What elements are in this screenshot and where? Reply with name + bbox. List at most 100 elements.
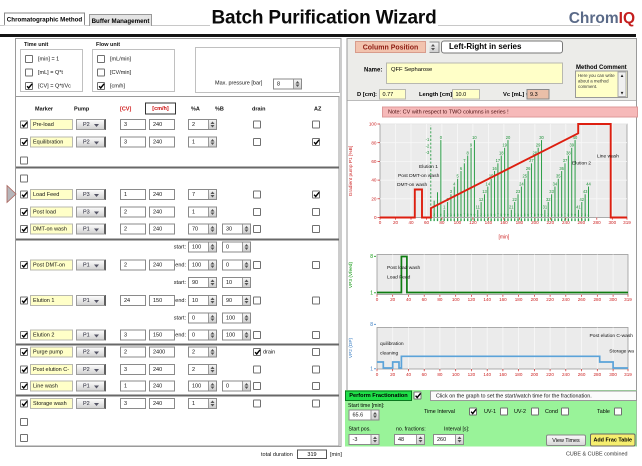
svg-text:3: 3 (584, 213, 586, 217)
svg-text:40: 40 (406, 372, 412, 377)
svg-text:27: 27 (529, 158, 534, 163)
svg-text:1: 1 (477, 213, 479, 217)
svg-text:22: 22 (512, 197, 517, 202)
svg-text:19: 19 (502, 143, 507, 148)
svg-text:160: 160 (499, 297, 507, 302)
svg-text:Elution 2: Elution 2 (572, 161, 591, 167)
svg-text:100: 100 (452, 372, 460, 377)
svg-text:180: 180 (516, 220, 524, 225)
svg-text:240: 240 (562, 297, 570, 302)
svg-text:1: 1 (443, 205, 446, 210)
svg-text:100: 100 (454, 220, 462, 225)
svg-text:16: 16 (492, 166, 497, 171)
svg-text:40: 40 (371, 178, 377, 183)
svg-text:200: 200 (531, 372, 539, 377)
svg-text:8: 8 (370, 322, 373, 328)
svg-text:20: 20 (390, 297, 396, 302)
svg-text:9: 9 (470, 213, 472, 217)
svg-text:6: 6 (561, 213, 563, 217)
svg-text:9: 9 (537, 213, 539, 217)
svg-text:140: 140 (483, 372, 491, 377)
svg-text:10: 10 (472, 135, 477, 140)
svg-text:-2: -2 (426, 144, 430, 149)
svg-text:1: 1 (443, 213, 445, 217)
svg-text:0: 0 (376, 372, 379, 377)
svg-text:7: 7 (463, 213, 465, 217)
svg-text:1: 1 (544, 213, 546, 217)
svg-text:1: 1 (437, 213, 439, 217)
svg-text:38: 38 (566, 150, 571, 155)
svg-text:200: 200 (531, 220, 539, 225)
svg-text:8: 8 (534, 213, 536, 217)
svg-text:Storage wa: Storage wa (609, 349, 634, 355)
svg-text:40: 40 (406, 297, 412, 302)
svg-text:VP2 (DP): VP2 (DP) (348, 337, 354, 358)
svg-text:15: 15 (489, 174, 494, 179)
svg-text:60: 60 (422, 297, 428, 302)
svg-text:1: 1 (510, 213, 512, 217)
svg-text:-1: -1 (426, 137, 430, 142)
svg-text:39: 39 (569, 143, 574, 148)
svg-text:319: 319 (624, 372, 632, 377)
svg-text:34: 34 (553, 181, 558, 186)
svg-text:300: 300 (609, 297, 617, 302)
svg-text:26: 26 (526, 166, 531, 171)
svg-text:44: 44 (586, 181, 591, 186)
svg-text:8: 8 (500, 213, 502, 217)
svg-text:260: 260 (577, 220, 585, 225)
svg-text:300: 300 (608, 220, 616, 225)
svg-text:2: 2 (447, 213, 449, 217)
svg-text:160: 160 (499, 372, 507, 377)
svg-text:4: 4 (453, 213, 455, 217)
svg-text:8: 8 (567, 213, 569, 217)
svg-text:280: 280 (593, 372, 601, 377)
svg-text:Post load wash: Post load wash (387, 265, 420, 271)
svg-text:Post DMT-on wash: Post DMT-on wash (398, 173, 440, 179)
svg-text:4: 4 (487, 213, 489, 217)
svg-text:4: 4 (554, 213, 556, 217)
svg-text:35: 35 (556, 174, 561, 179)
svg-text:120: 120 (468, 372, 476, 377)
svg-text:[min]: [min] (498, 235, 509, 241)
svg-text:0: 0 (574, 213, 576, 217)
svg-text:4: 4 (453, 181, 456, 186)
svg-text:2: 2 (581, 213, 583, 217)
svg-text:Post elution C-wash: Post elution C-wash (590, 333, 634, 339)
svg-text:24: 24 (519, 181, 524, 186)
svg-text:180: 180 (515, 297, 523, 302)
svg-text:0: 0 (374, 215, 377, 220)
svg-text:18: 18 (499, 150, 504, 155)
svg-text:6: 6 (460, 213, 462, 217)
svg-text:8: 8 (467, 213, 469, 217)
svg-text:260: 260 (578, 372, 586, 377)
svg-text:240: 240 (562, 220, 570, 225)
svg-text:cleaning: cleaning (380, 351, 398, 357)
svg-text:220: 220 (546, 220, 554, 225)
svg-text:80: 80 (371, 140, 377, 145)
svg-text:14: 14 (486, 181, 491, 186)
svg-text:300: 300 (609, 372, 617, 377)
svg-text:6: 6 (527, 213, 529, 217)
svg-text:6: 6 (460, 166, 463, 171)
svg-text:120: 120 (469, 220, 477, 225)
svg-text:31: 31 (543, 205, 548, 210)
svg-text:32: 32 (546, 197, 551, 202)
svg-text:13: 13 (482, 189, 487, 194)
svg-text:80: 80 (437, 372, 443, 377)
svg-text:20: 20 (506, 135, 511, 140)
svg-text:80: 80 (439, 220, 445, 225)
svg-text:37: 37 (563, 158, 568, 163)
svg-text:319: 319 (624, 297, 632, 302)
svg-text:8: 8 (370, 254, 373, 260)
svg-text:7: 7 (531, 213, 533, 217)
svg-text:60: 60 (371, 159, 377, 164)
svg-text:20: 20 (393, 220, 399, 225)
svg-text:2: 2 (433, 213, 435, 217)
svg-text:100: 100 (452, 297, 460, 302)
svg-text:240: 240 (562, 372, 570, 377)
svg-text:160: 160 (500, 220, 508, 225)
svg-text:Load Feed: Load Feed (387, 275, 411, 281)
svg-text:8: 8 (467, 150, 470, 155)
svg-text:3: 3 (450, 189, 453, 194)
svg-text:3: 3 (551, 213, 553, 217)
